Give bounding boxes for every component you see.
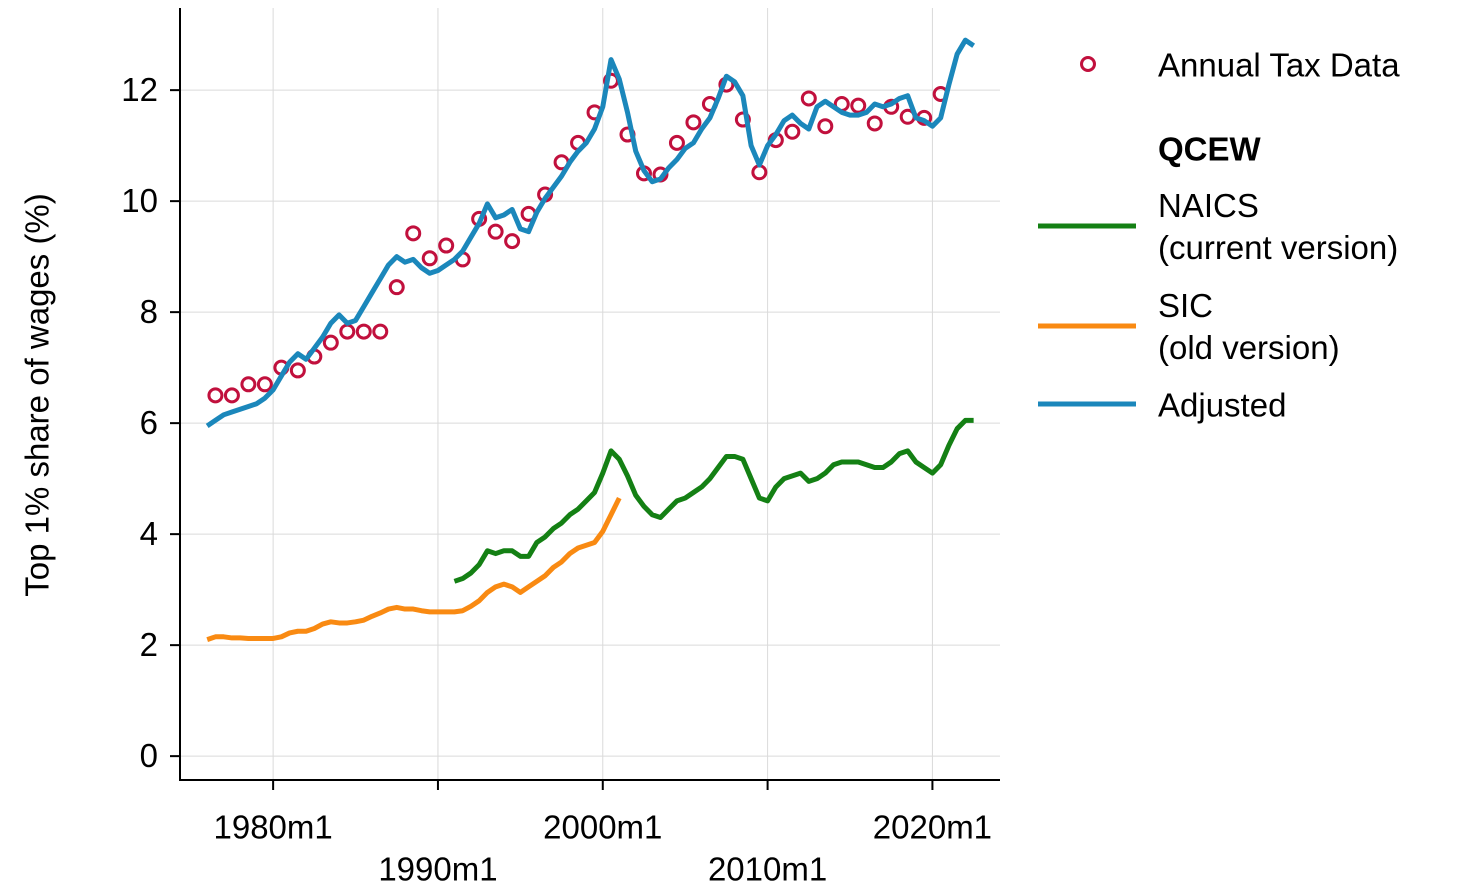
line [453, 417, 974, 584]
x-tick-label: 1980m1 [213, 809, 332, 846]
point [256, 376, 273, 393]
point [438, 237, 455, 254]
legend-label: Annual Tax Data [1158, 47, 1400, 84]
x-tick-label: 2020m1 [873, 809, 992, 846]
point [504, 233, 521, 250]
point [372, 323, 389, 340]
point [487, 223, 504, 240]
legend-label: SIC (old version) [1158, 287, 1340, 366]
point [751, 164, 768, 181]
y-tick-label: 8 [140, 293, 158, 330]
point [339, 323, 356, 340]
legend-group-title: QCEW [1158, 131, 1262, 168]
point [388, 279, 405, 296]
point [817, 118, 834, 135]
y-tick-label: 6 [140, 404, 158, 441]
point [421, 250, 438, 267]
point [223, 387, 240, 404]
point [355, 323, 372, 340]
y-tick-label: 10 [121, 182, 158, 219]
point [240, 376, 257, 393]
point [866, 115, 883, 132]
y-axis-title: Top 1% share of wages (%) [19, 193, 56, 597]
x-tick-label: 2010m1 [708, 851, 827, 888]
point [289, 362, 306, 379]
point [685, 114, 702, 131]
x-tick-label: 2000m1 [543, 809, 662, 846]
legend-marker [1080, 56, 1096, 72]
x-tick-label: 1990m1 [378, 851, 497, 888]
point [668, 134, 685, 151]
y-tick-label: 4 [140, 515, 158, 552]
point [800, 90, 817, 107]
point [850, 97, 867, 114]
y-tick-label: 2 [140, 626, 158, 663]
point [784, 123, 801, 140]
line [206, 496, 622, 642]
legend-label: Adjusted [1158, 387, 1286, 424]
y-tick-label: 0 [140, 737, 158, 774]
line [205, 37, 976, 428]
point [322, 334, 339, 351]
point [405, 225, 422, 242]
point [207, 387, 224, 404]
point [734, 111, 751, 128]
legend-label: NAICS (current version) [1158, 187, 1398, 266]
y-tick-label: 12 [121, 71, 158, 108]
